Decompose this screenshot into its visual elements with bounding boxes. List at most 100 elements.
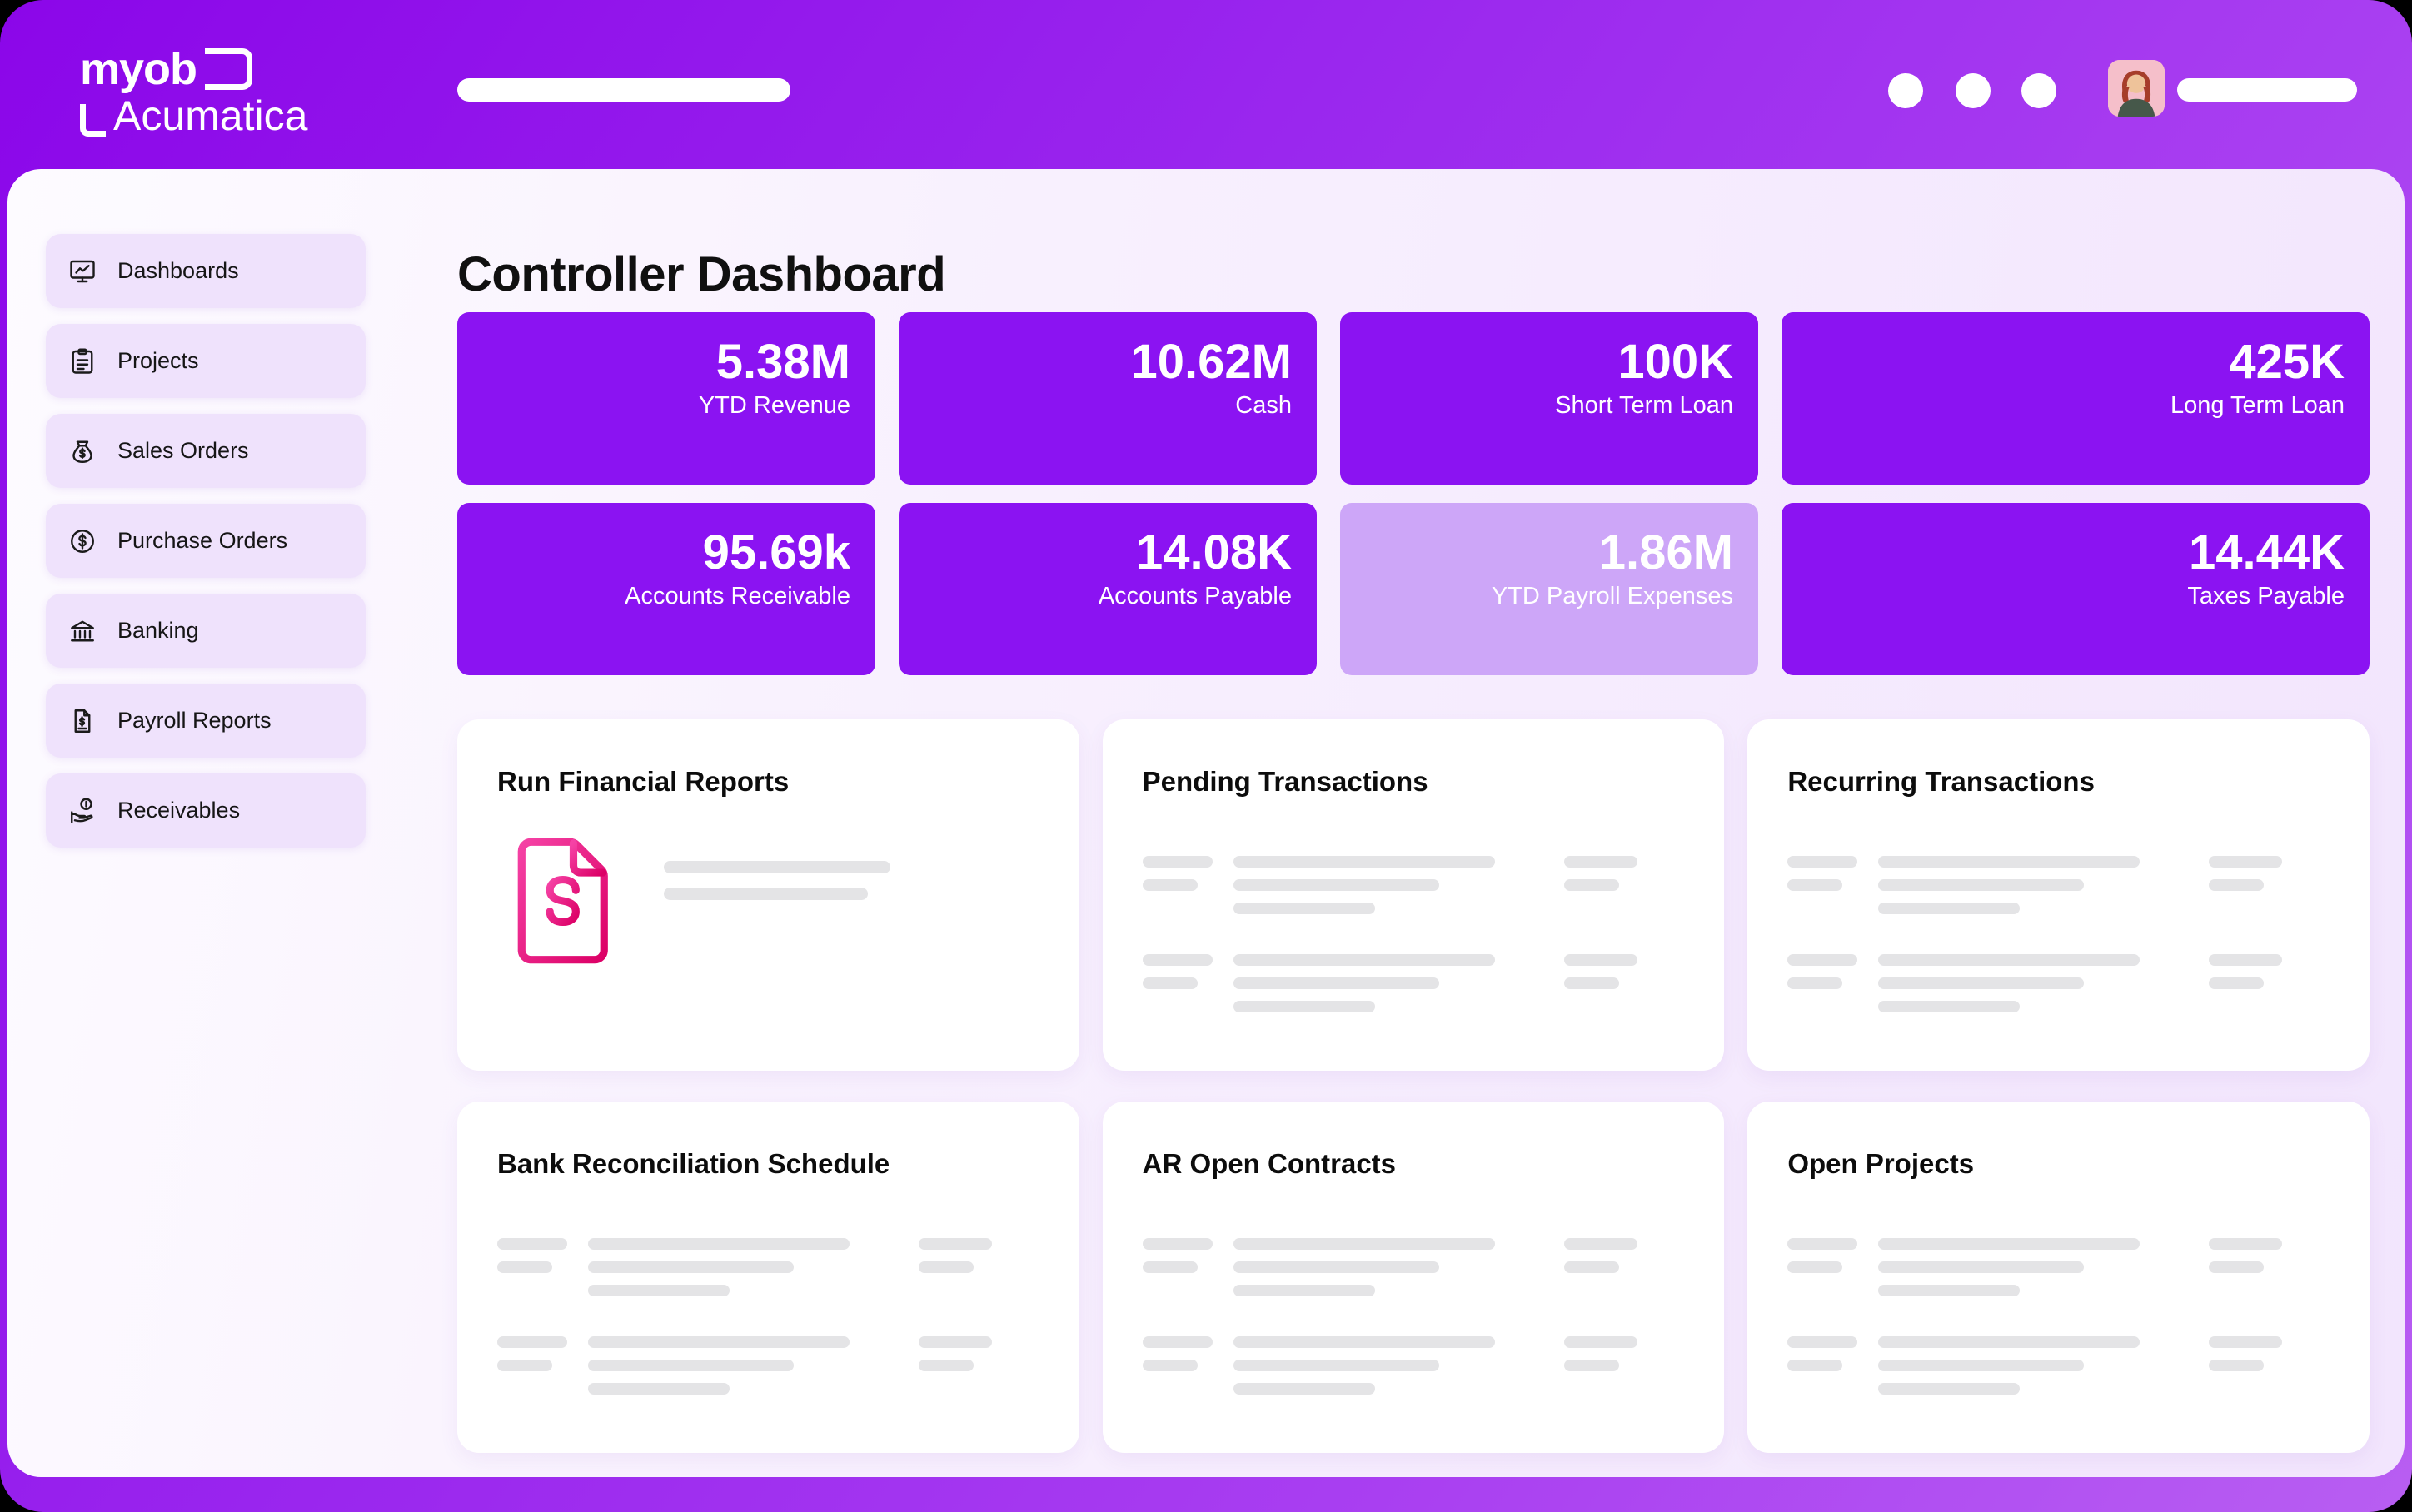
skeleton-group bbox=[1142, 954, 1685, 1012]
panel-run-financial-reports[interactable]: Run Financial Reports bbox=[457, 719, 1079, 1071]
skeleton-row bbox=[1142, 879, 1685, 891]
skeleton-row bbox=[1142, 856, 1685, 868]
skeleton-row bbox=[1143, 1383, 1685, 1395]
skeleton-row bbox=[497, 1383, 1039, 1395]
sidebar-item-dashboards[interactable]: Dashboards bbox=[46, 234, 366, 308]
skeleton-table bbox=[1142, 1238, 1685, 1395]
skeleton-row bbox=[1787, 1285, 2330, 1296]
logo-bracket-icon bbox=[205, 48, 253, 90]
skeleton-row bbox=[1787, 1383, 2330, 1395]
header-placeholder-bar bbox=[457, 78, 790, 102]
logo-acumatica-text: Acumatica bbox=[113, 92, 308, 139]
kpi-card-cash[interactable]: 10.62M Cash bbox=[899, 312, 1317, 485]
panel-bank-reconciliation-schedule: Bank Reconciliation Schedule bbox=[457, 1102, 1079, 1453]
panel-title: Bank Reconciliation Schedule bbox=[497, 1148, 890, 1179]
sidebar-item-label: Sales Orders bbox=[117, 438, 249, 463]
header-action-dot-1[interactable] bbox=[1888, 73, 1923, 108]
skeleton-row bbox=[1787, 1336, 2330, 1348]
skeleton-line bbox=[664, 888, 868, 900]
panel-pending-transactions: Pending Transactions bbox=[1102, 719, 1725, 1071]
sidebar-item-sales-orders[interactable]: Sales Orders bbox=[46, 414, 366, 488]
user-avatar[interactable] bbox=[2108, 60, 2165, 117]
logo-acumatica-row: Acumatica bbox=[80, 95, 307, 137]
username-placeholder-bar bbox=[2177, 78, 2357, 102]
panel-recurring-transactions: Recurring Transactions bbox=[1747, 719, 2370, 1071]
skeleton-group bbox=[1787, 856, 2330, 914]
skeleton-row bbox=[1787, 903, 2330, 914]
skeleton-row bbox=[1142, 1360, 1685, 1371]
skeleton-group bbox=[1142, 1336, 1685, 1395]
dollar-circle-icon bbox=[67, 526, 97, 556]
skeleton-row bbox=[497, 1336, 1039, 1348]
header-action-dot-3[interactable] bbox=[2021, 73, 2056, 108]
sidebar-item-projects[interactable]: Projects bbox=[46, 324, 366, 398]
logo-corner-icon bbox=[80, 104, 106, 137]
sidebar-item-payroll-reports[interactable]: Payroll Reports bbox=[46, 684, 366, 758]
sidebar-item-label: Receivables bbox=[117, 798, 241, 823]
kpi-label: Accounts Receivable bbox=[625, 582, 850, 609]
skeleton-row bbox=[1143, 1285, 1685, 1296]
skeleton-group bbox=[497, 1336, 1039, 1395]
sidebar-item-label: Projects bbox=[117, 348, 199, 373]
kpi-card-accounts-receivable[interactable]: 95.69k Accounts Receivable bbox=[457, 503, 875, 675]
sidebar-item-purchase-orders[interactable]: Purchase Orders bbox=[46, 504, 366, 578]
kpi-label: Long Term Loan bbox=[2170, 391, 2345, 419]
skeleton-row bbox=[1142, 954, 1685, 966]
skeleton-row bbox=[1787, 856, 2330, 868]
kpi-card-ytd-revenue[interactable]: 5.38M YTD Revenue bbox=[457, 312, 875, 485]
skeleton-table bbox=[497, 1238, 1039, 1395]
kpi-value: 95.69k bbox=[702, 525, 850, 579]
kpi-label: YTD Revenue bbox=[698, 391, 850, 419]
kpi-card-long-term-loan[interactable]: 425K Long Term Loan bbox=[1782, 312, 2370, 485]
skeleton-row bbox=[1142, 1238, 1685, 1250]
skeleton-row bbox=[1142, 1336, 1685, 1348]
panel-title: Recurring Transactions bbox=[1787, 766, 2095, 797]
skeleton-table bbox=[1787, 1238, 2330, 1395]
skeleton-row bbox=[1787, 1261, 2330, 1273]
sidebar-item-label: Purchase Orders bbox=[117, 528, 288, 553]
content-panel: Dashboards Projects Sales Orders Purchas… bbox=[7, 169, 2405, 1477]
sidebar-item-banking[interactable]: Banking bbox=[46, 594, 366, 668]
panel-ar-open-contracts: AR Open Contracts bbox=[1102, 1102, 1725, 1453]
kpi-card-accounts-payable[interactable]: 14.08K Accounts Payable bbox=[899, 503, 1317, 675]
skeleton-row bbox=[1787, 954, 2330, 966]
kpi-value: 425K bbox=[2229, 335, 2345, 389]
run-reports-content bbox=[497, 833, 1039, 969]
skeleton-row bbox=[1787, 1238, 2330, 1250]
skeleton-row bbox=[1143, 1001, 1685, 1012]
skeleton-group bbox=[1787, 1238, 2330, 1296]
skeleton-row bbox=[1143, 903, 1685, 914]
widget-grid: Run Financial Reports bbox=[457, 719, 2370, 1453]
kpi-label: Taxes Payable bbox=[2187, 582, 2345, 609]
header-action-dot-2[interactable] bbox=[1956, 73, 1991, 108]
kpi-card-short-term-loan[interactable]: 100K Short Term Loan bbox=[1340, 312, 1758, 485]
bank-icon bbox=[67, 616, 97, 646]
kpi-card-ytd-payroll-expenses[interactable]: 1.86M YTD Payroll Expenses bbox=[1340, 503, 1758, 675]
skeleton-group bbox=[497, 1238, 1039, 1296]
kpi-value: 10.62M bbox=[1130, 335, 1292, 389]
kpi-value: 14.44K bbox=[2188, 525, 2345, 579]
myob-acumatica-logo: myob Acumatica bbox=[80, 47, 307, 137]
kpi-card-taxes-payable[interactable]: 14.44K Taxes Payable bbox=[1782, 503, 2370, 675]
sidebar-item-label: Dashboards bbox=[117, 258, 239, 283]
payroll-document-icon bbox=[67, 706, 97, 736]
kpi-label: Short Term Loan bbox=[1555, 391, 1733, 419]
financial-report-icon bbox=[517, 838, 608, 964]
skeleton-row bbox=[1787, 1001, 2330, 1012]
sidebar-item-receivables[interactable]: Receivables bbox=[46, 773, 366, 848]
panel-title: Pending Transactions bbox=[1142, 766, 1428, 797]
skeleton-table bbox=[1142, 856, 1685, 1012]
skeleton-row bbox=[497, 1285, 1039, 1296]
kpi-value: 1.86M bbox=[1598, 525, 1733, 579]
kpi-value: 5.38M bbox=[715, 335, 850, 389]
sidebar: Dashboards Projects Sales Orders Purchas… bbox=[46, 234, 366, 863]
skeleton-row bbox=[497, 1238, 1039, 1250]
avatar-person-icon bbox=[2108, 60, 2165, 117]
kpi-label: Cash bbox=[1235, 391, 1292, 419]
sidebar-item-label: Payroll Reports bbox=[117, 708, 272, 733]
page-title: Controller Dashboard bbox=[457, 246, 946, 301]
skeleton-group bbox=[1787, 1336, 2330, 1395]
skeleton-row bbox=[1787, 1360, 2330, 1371]
skeleton-row bbox=[1142, 1261, 1685, 1273]
